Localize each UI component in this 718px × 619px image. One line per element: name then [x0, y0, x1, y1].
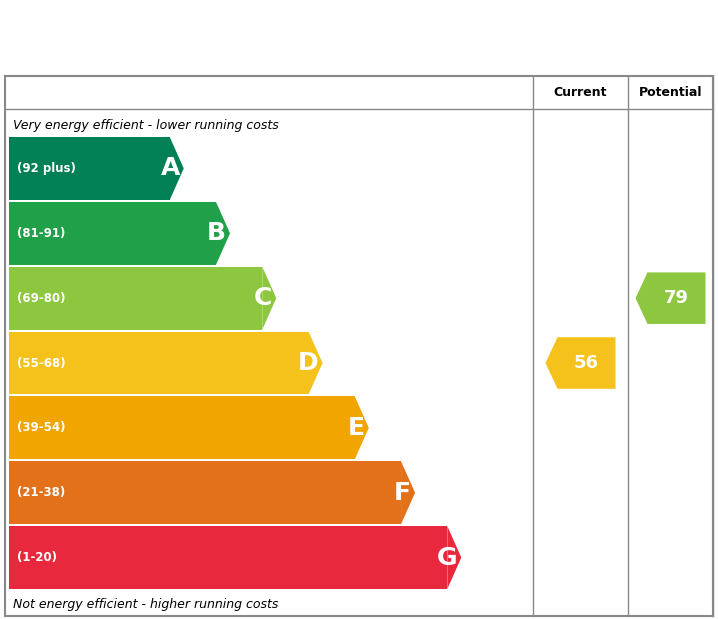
Text: (55-68): (55-68) [17, 357, 65, 370]
Polygon shape [262, 267, 276, 329]
Text: D: D [298, 351, 319, 375]
Text: (81-91): (81-91) [17, 227, 65, 240]
Polygon shape [355, 396, 369, 459]
Text: Current: Current [554, 86, 607, 99]
Text: Not energy efficient - higher running costs: Not energy efficient - higher running co… [13, 598, 279, 611]
Bar [9, 396, 355, 459]
Polygon shape [169, 137, 184, 200]
Text: (92 plus): (92 plus) [17, 162, 76, 175]
Text: Energy Efficiency Rating: Energy Efficiency Rating [22, 24, 424, 52]
Text: Potential: Potential [639, 86, 702, 99]
Bar [9, 526, 447, 589]
Text: A: A [160, 157, 180, 181]
Text: (21-38): (21-38) [17, 486, 65, 499]
Text: 79: 79 [664, 289, 689, 307]
Text: C: C [254, 286, 272, 310]
Bar [9, 202, 216, 265]
Polygon shape [447, 526, 462, 589]
Bar [9, 332, 309, 394]
Text: G: G [437, 545, 457, 569]
Text: B: B [207, 222, 226, 245]
Text: E: E [348, 416, 365, 440]
Polygon shape [309, 332, 322, 394]
Bar [9, 267, 262, 329]
Text: F: F [394, 481, 411, 504]
Text: Very energy efficient - lower running costs: Very energy efficient - lower running co… [13, 119, 279, 132]
Text: (69-80): (69-80) [17, 292, 65, 305]
Bar [9, 137, 169, 200]
Text: (39-54): (39-54) [17, 422, 65, 435]
Polygon shape [635, 272, 706, 324]
Text: (1-20): (1-20) [17, 551, 57, 564]
Text: 56: 56 [574, 354, 599, 372]
Polygon shape [401, 461, 415, 524]
Polygon shape [546, 337, 615, 389]
Polygon shape [216, 202, 230, 265]
Bar [9, 461, 401, 524]
